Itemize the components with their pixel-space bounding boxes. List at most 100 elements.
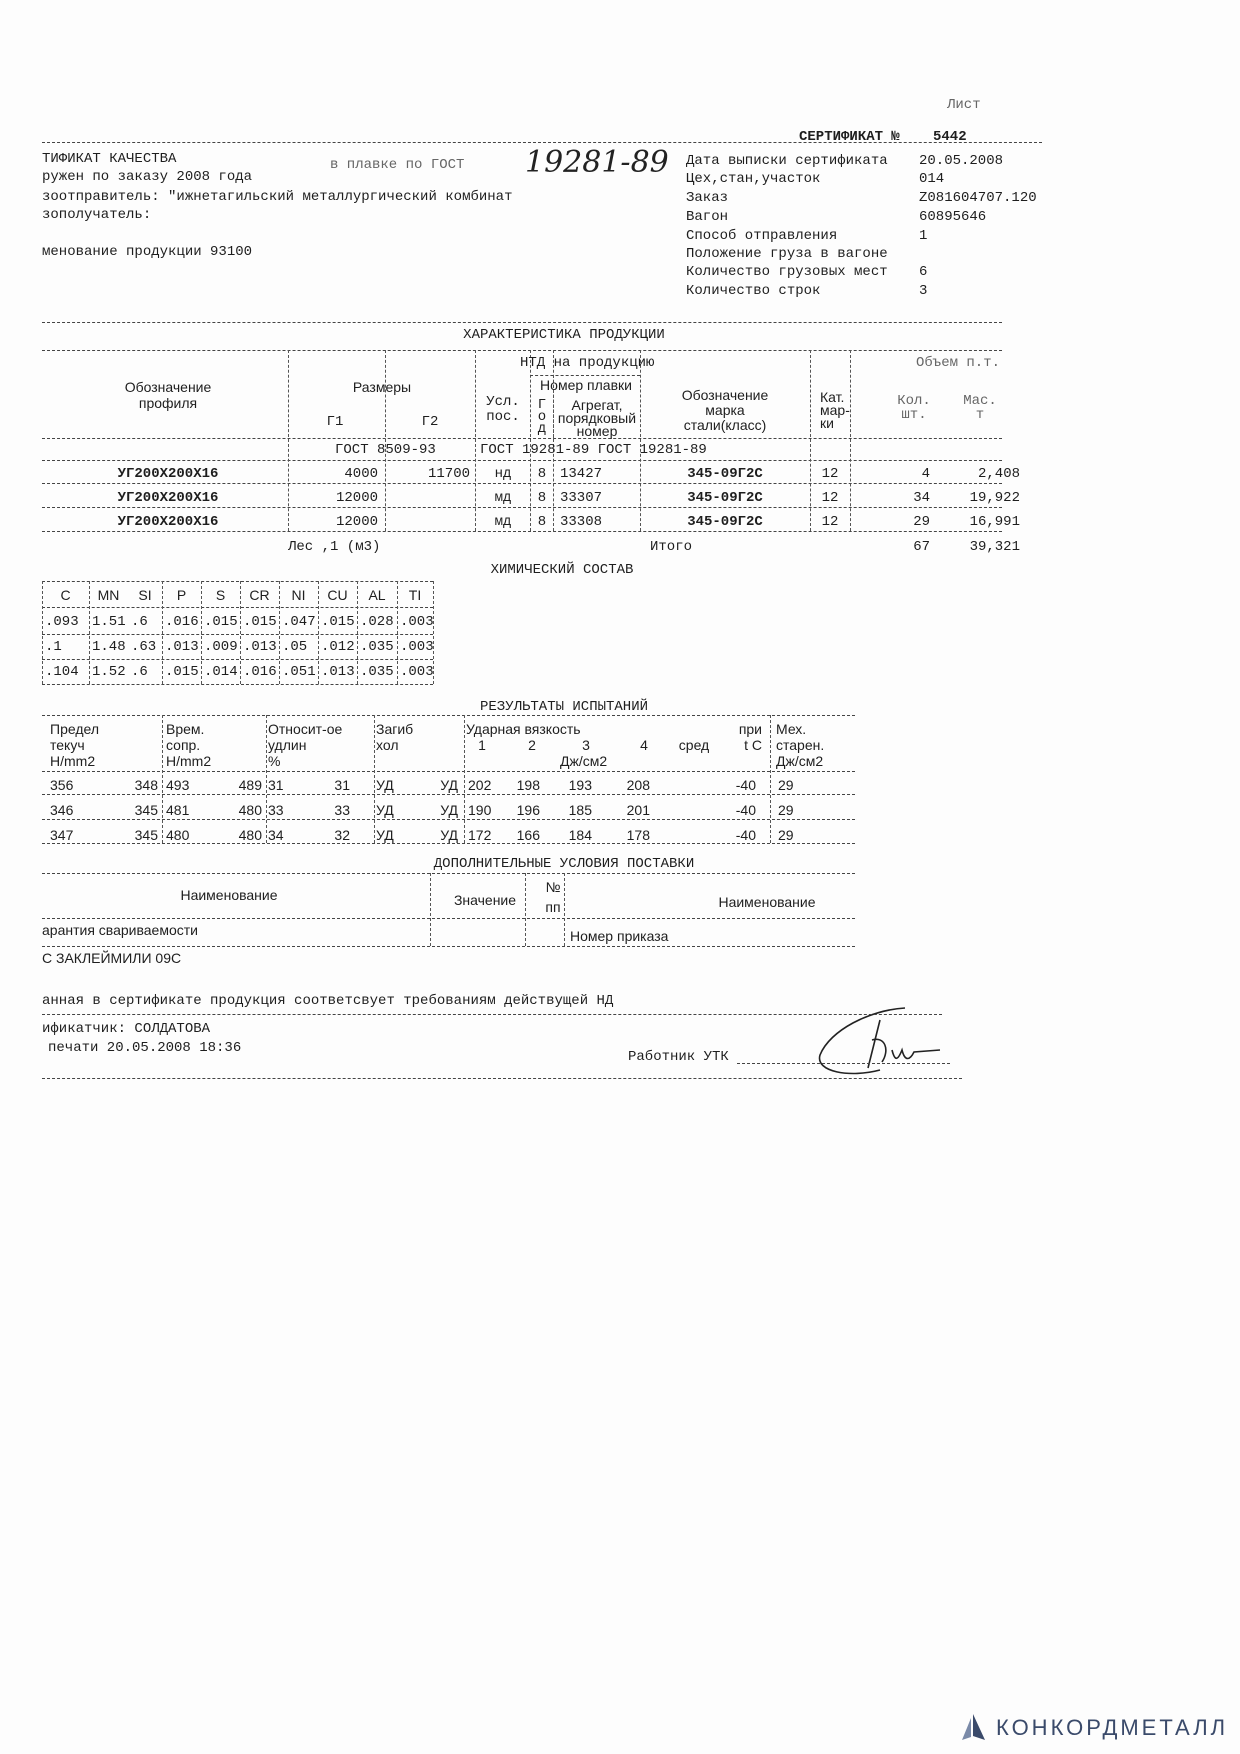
col-g1: Г1 — [326, 414, 344, 430]
col-name: Наименование — [180, 887, 278, 903]
header-left-line: менование продукции 93100 — [42, 244, 253, 260]
product-row-cell: 8 — [537, 514, 547, 530]
header-left-line: зоотправитель: "ижнетагильский металлург… — [42, 189, 513, 205]
chem-cell: .6 — [131, 664, 148, 680]
chem-cell: .035 — [360, 639, 394, 655]
chem-cell: .015 — [243, 614, 277, 630]
col-impact-sub: сред — [678, 737, 710, 753]
test-cell: -40 — [735, 802, 756, 818]
chem-header: CR — [249, 587, 270, 603]
rule-line — [42, 715, 855, 716]
stamp-text: в плавке по ГОСТ — [330, 157, 465, 173]
product-row-cell: 12 — [821, 490, 839, 506]
chem-cell: .047 — [282, 614, 316, 630]
rule-line — [42, 1014, 942, 1015]
test-cell: -40 — [735, 827, 756, 843]
rule-line — [42, 819, 855, 820]
col-bend: хол — [376, 737, 399, 753]
col-yield: Предел — [50, 721, 99, 737]
test-cell: 356 — [50, 777, 74, 793]
test-cell: 33 — [334, 802, 350, 818]
field-value: 014 — [919, 171, 945, 187]
product-row-cell: УГ200Х200Х16 — [117, 514, 219, 530]
sheet-label: Лист — [947, 97, 981, 113]
chem-cell: .014 — [204, 664, 238, 680]
col-cat: Кат. — [820, 389, 845, 405]
certificate-title: СЕРТИФИКАТ № — [799, 129, 900, 145]
chem-cell: .093 — [45, 614, 79, 630]
footer-rule — [42, 1078, 962, 1079]
test-cell: 29 — [778, 777, 794, 793]
company-logo: КОНКОРДМЕТАЛЛ — [958, 1712, 1228, 1744]
rule-line — [42, 659, 433, 660]
product-row-cell: 8 — [537, 466, 547, 482]
certifier: ификатчик: СОЛДАТОВА — [42, 1021, 211, 1037]
product-row-cell: 16,991 — [969, 514, 1020, 530]
column-divider — [397, 581, 398, 684]
column-divider — [279, 581, 280, 684]
product-row-cell: 4 — [921, 466, 930, 482]
test-cell: 166 — [516, 827, 540, 843]
col-temp: t C — [744, 737, 762, 753]
signature — [818, 1007, 941, 1075]
column-divider — [433, 581, 434, 684]
col-cat: мар- — [820, 402, 850, 418]
total-mass: 39,321 — [969, 539, 1020, 555]
chem-header: S — [215, 587, 226, 603]
field-value: 6 — [919, 264, 928, 280]
chem-cell: .016 — [243, 664, 277, 680]
rule-line — [42, 794, 855, 795]
rule-line — [42, 350, 1002, 351]
col-impact-sub: 4 — [640, 737, 648, 753]
column-divider — [240, 581, 241, 684]
col-year: Г — [537, 397, 547, 413]
column-divider — [640, 350, 641, 531]
col-no: № — [545, 879, 561, 895]
chem-cell: .003 — [400, 664, 434, 680]
column-divider — [553, 375, 554, 438]
test-cell: 201 — [626, 802, 650, 818]
total-label: Итого — [650, 539, 693, 555]
chem-cell: .015 — [165, 664, 199, 680]
chem-cell: 1.52 — [92, 664, 126, 680]
chem-header: CU — [327, 587, 348, 603]
field-label: Положение груза в вагоне — [686, 246, 888, 262]
field-label: Количество строк — [686, 283, 821, 299]
product-row-cell: мд — [494, 490, 512, 506]
gost-size: ГОСТ 8509-93 — [335, 442, 436, 458]
rule-line — [42, 322, 1002, 323]
logo-text: КОНКОРДМЕТАЛЛ — [996, 1715, 1229, 1740]
chem-cell: .015 — [321, 614, 355, 630]
chem-cell: .003 — [400, 639, 434, 655]
product-row-cell: 12 — [821, 466, 839, 482]
test-cell: 172 — [468, 827, 492, 843]
product-row-cell: 345-09Г2С — [687, 514, 763, 530]
chem-cell: .035 — [360, 664, 394, 680]
col-impact-unit: Дж/см2 — [560, 753, 608, 769]
chem-header: C — [60, 587, 71, 603]
col-grade: марка — [705, 402, 745, 418]
col-profile: профиля — [138, 395, 198, 411]
wood-label: Лес ,1 (м3) — [288, 539, 381, 555]
product-row-cell: 34 — [913, 490, 930, 506]
volume-label: Объем п.т. — [916, 355, 1001, 371]
col-usl: пос. — [486, 409, 520, 425]
col-impact-sub: 1 — [478, 737, 486, 753]
chem-cell: .013 — [165, 639, 199, 655]
col-impact-sub: 2 — [528, 737, 536, 753]
col-profile: Обозначение — [124, 379, 212, 395]
test-cell: 345 — [134, 827, 158, 843]
col-unit: Агрегат, — [571, 397, 623, 413]
col-value: Значение — [453, 892, 517, 908]
col-usl: Усл. — [486, 394, 520, 410]
conformity-statement: анная в сертификате продукция соответсву… — [42, 993, 614, 1009]
chem-cell: .104 — [45, 664, 79, 680]
chem-cell: .1 — [45, 639, 62, 655]
test-cell: 202 — [468, 777, 492, 793]
col-elong: % — [268, 753, 281, 769]
field-value: 1 — [919, 228, 928, 244]
field-label: Цех,стан,участок — [686, 171, 821, 187]
column-divider — [357, 581, 358, 684]
test-cell: 348 — [134, 777, 158, 793]
